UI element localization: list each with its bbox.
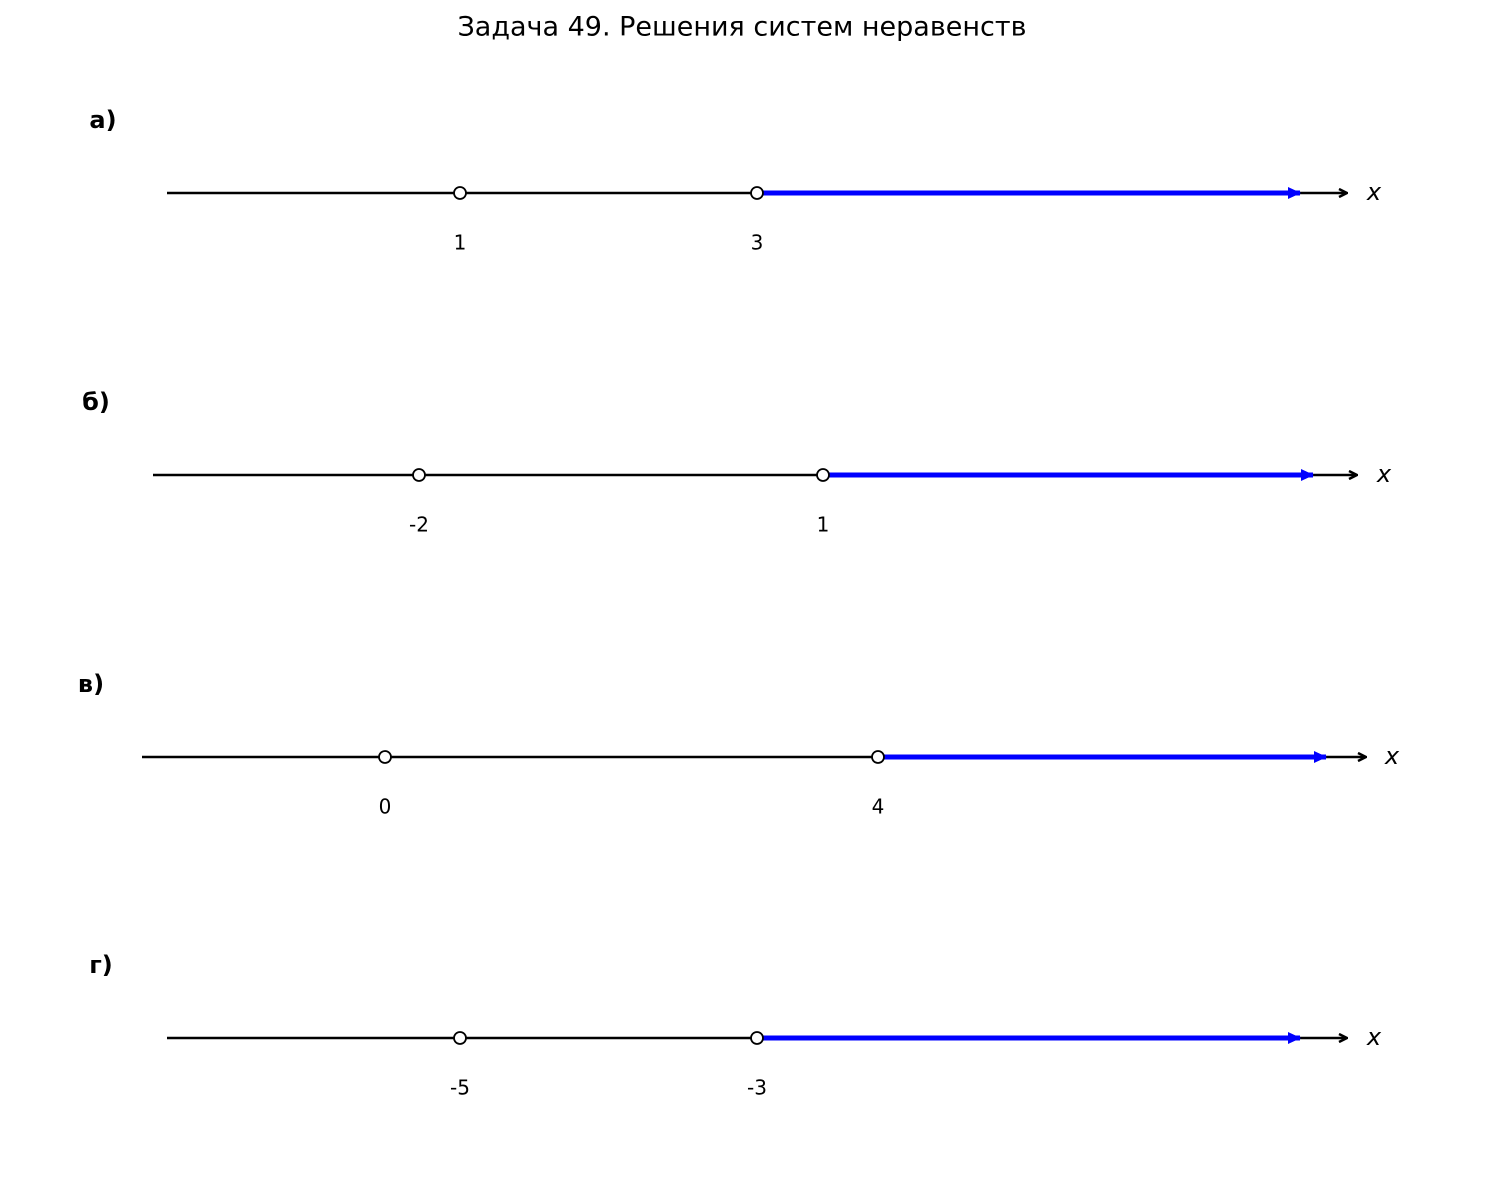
open-point <box>453 186 467 200</box>
panel-label: б) <box>82 388 110 416</box>
title: Задача 49. Решения систем неравенств <box>457 12 1026 43</box>
axis-name: x <box>1366 1023 1382 1051</box>
axis-name: x <box>1376 460 1392 488</box>
panel-label: г) <box>89 951 113 979</box>
panel-label: в) <box>78 670 104 698</box>
point-label: -5 <box>450 1076 470 1100</box>
point-label: -3 <box>747 1076 767 1100</box>
point-label: 3 <box>751 231 764 255</box>
panel-label: а) <box>89 106 116 134</box>
open-point <box>871 750 885 764</box>
axis-name: x <box>1366 178 1382 206</box>
open-point <box>750 186 764 200</box>
open-point <box>378 750 392 764</box>
point-label: 1 <box>454 231 467 255</box>
open-point <box>816 468 830 482</box>
open-point <box>412 468 426 482</box>
open-point <box>453 1031 467 1045</box>
point-label: 0 <box>379 795 392 819</box>
open-point <box>750 1031 764 1045</box>
axis-name: x <box>1384 742 1400 770</box>
point-label: 1 <box>817 513 830 537</box>
point-label: 4 <box>872 795 885 819</box>
point-label: -2 <box>409 513 429 537</box>
